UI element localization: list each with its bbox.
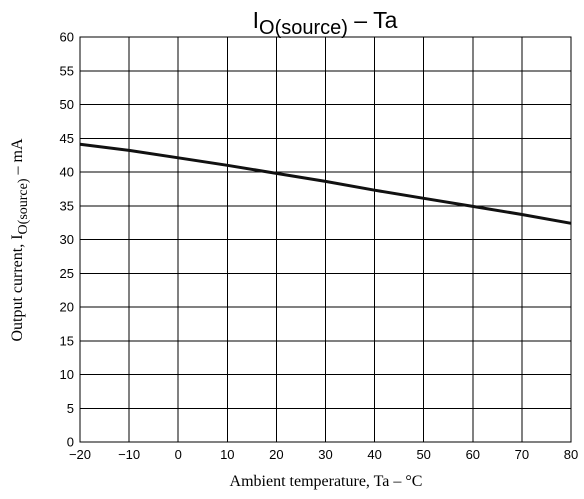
y-tick-label: 60: [60, 30, 74, 45]
x-tick-label: −20: [69, 447, 91, 462]
y-tick-label: 45: [60, 131, 74, 146]
chart-title-tail: – Ta: [348, 7, 398, 33]
x-tick-labels: −20 −10 0 10 20 30 40 50 60 70 80: [69, 447, 578, 462]
x-tick-label: 30: [318, 447, 332, 462]
y-tick-label: 10: [60, 367, 74, 382]
series-line: [79, 142, 572, 225]
x-tick-label: 40: [367, 447, 381, 462]
x-tick-label: 0: [175, 447, 182, 462]
x-tick-label: 10: [220, 447, 234, 462]
y-tick-label: 55: [60, 63, 74, 78]
chart-title-main: I: [253, 7, 259, 33]
y-tick-label: 0: [67, 435, 74, 450]
x-tick-label: 20: [269, 447, 283, 462]
x-tick-label: 80: [564, 447, 578, 462]
y-tick-label: 35: [60, 198, 74, 213]
x-tick-label: 50: [416, 447, 430, 462]
y-tick-label: 30: [60, 232, 74, 247]
x-tick-label: 60: [466, 447, 480, 462]
x-tick-label: 70: [515, 447, 529, 462]
y-tick-label: 5: [67, 401, 74, 416]
chart-title: IO(source) – Ta: [253, 7, 398, 39]
grid: [79, 36, 572, 443]
chart-title-subscript: O(source): [259, 17, 348, 39]
y-tick-label: 25: [60, 266, 74, 281]
y-tick-labels: 0 5 10 15 20 25 30 35 40 45 50 55 60: [60, 30, 74, 450]
y-tick-label: 50: [60, 97, 74, 112]
y-axis-label: Output current, IO(source) – mA: [9, 138, 31, 342]
plot-frame: [79, 36, 572, 443]
y-tick-label: 15: [60, 333, 74, 348]
y-tick-label: 40: [60, 165, 74, 180]
x-tick-label: −10: [118, 447, 140, 462]
series-layer: [79, 142, 572, 225]
y-tick-label: 20: [60, 300, 74, 315]
y-axis-label-pre: Output current, I: [9, 234, 26, 341]
x-axis-label: Ambient temperature, Ta – °C: [230, 473, 423, 490]
y-axis-label-subscript: O(source): [16, 178, 31, 234]
y-axis-label-post: – mA: [9, 138, 26, 178]
